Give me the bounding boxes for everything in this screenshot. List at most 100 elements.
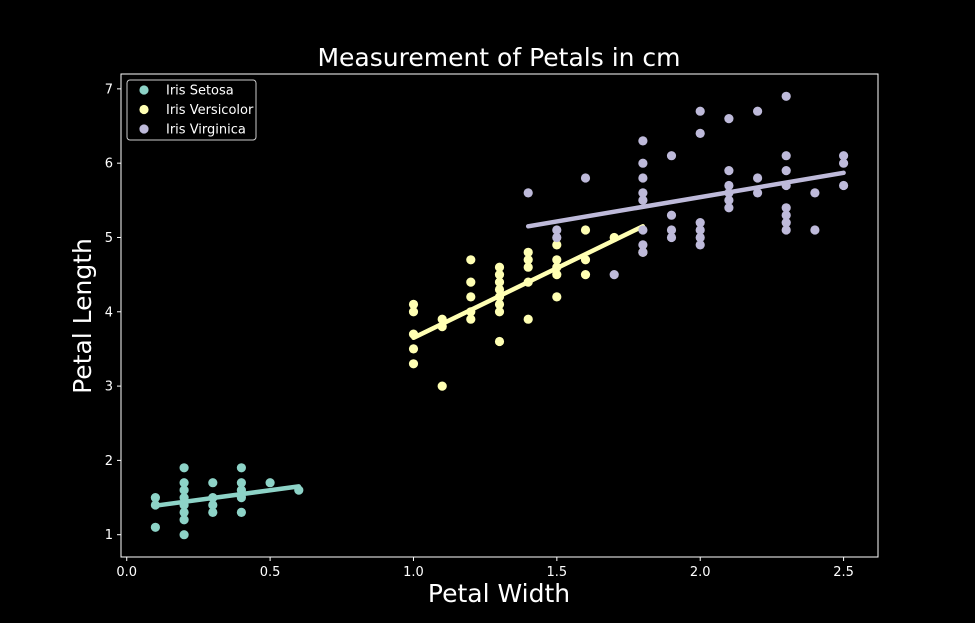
data-point <box>724 195 734 205</box>
data-point <box>580 270 591 280</box>
data-point <box>466 255 476 265</box>
data-point <box>494 307 505 317</box>
y-tick-label: 4 <box>105 305 113 320</box>
data-point <box>179 507 189 517</box>
legend-entry: Iris Setosa <box>139 84 234 99</box>
legend-box <box>126 79 257 141</box>
data-point <box>236 463 246 473</box>
data-point <box>638 240 648 250</box>
legend-label: Iris Versicolor <box>166 103 254 118</box>
data-point <box>839 158 849 168</box>
data-point <box>437 381 447 391</box>
legend-label: Iris Virginica <box>166 123 246 138</box>
data-point <box>552 255 562 265</box>
data-point <box>810 188 820 198</box>
x-tick-label: 2.0 <box>690 565 711 580</box>
data-point <box>150 522 160 532</box>
legend-label: Iris Setosa <box>166 84 234 99</box>
data-point <box>781 218 791 228</box>
data-point <box>179 485 189 495</box>
x-tick-label: 1.0 <box>403 565 424 580</box>
data-point <box>781 166 791 176</box>
data-point <box>494 277 505 287</box>
data-point <box>408 307 419 317</box>
data-point <box>552 240 562 250</box>
data-point <box>408 299 419 309</box>
series-0 <box>150 463 304 540</box>
data-point <box>609 270 619 280</box>
data-point <box>753 173 763 183</box>
data-point <box>466 292 476 302</box>
data-point <box>236 507 246 517</box>
data-point <box>208 507 218 517</box>
data-point <box>236 478 246 488</box>
data-point <box>695 240 705 250</box>
x-axis-label: Petal Width <box>428 579 570 608</box>
data-point <box>552 232 562 243</box>
data-point <box>552 225 562 235</box>
data-point <box>523 255 533 265</box>
x-tick-label: 0.0 <box>116 565 137 580</box>
data-point <box>179 478 189 488</box>
y-tick-label: 5 <box>105 231 113 246</box>
x-tick-label: 1.5 <box>547 565 568 580</box>
legend-entry: Iris Virginica <box>139 123 246 138</box>
regression-line <box>153 484 302 508</box>
data-point <box>810 225 820 235</box>
data-point <box>666 225 677 235</box>
data-point <box>695 218 705 228</box>
data-point <box>466 314 476 324</box>
y-axis-label: Petal Length <box>68 238 97 394</box>
data-point <box>666 210 677 220</box>
data-point <box>753 106 763 116</box>
plot-area-frame <box>120 73 879 558</box>
data-point <box>494 262 505 272</box>
data-point <box>265 478 275 488</box>
data-point <box>724 114 734 124</box>
data-point <box>494 299 505 309</box>
data-point <box>695 106 705 116</box>
series-2 <box>523 91 849 280</box>
data-point <box>638 225 648 235</box>
regression-line <box>525 170 846 229</box>
data-point <box>638 158 648 168</box>
data-point <box>494 284 505 295</box>
data-point <box>724 180 734 191</box>
data-point <box>638 247 648 257</box>
data-point <box>638 195 648 205</box>
legend-marker <box>139 85 149 95</box>
data-point <box>408 344 419 354</box>
data-point <box>466 277 476 287</box>
data-point <box>781 203 791 213</box>
series-1 <box>408 224 648 391</box>
data-point <box>494 270 505 280</box>
axis-ticks: 0.0 0.5 1.0 1.5 2.0 2.5 1 2 3 4 5 6 7 <box>105 82 854 580</box>
legend: Iris Setosa Iris Versicolor Iris Virginica <box>126 79 257 141</box>
data-point <box>724 203 734 213</box>
data-point <box>695 225 705 235</box>
data-point <box>724 166 734 176</box>
data-point <box>179 515 189 525</box>
x-tick-label: 0.5 <box>260 565 281 580</box>
data-point <box>523 314 533 324</box>
data-point <box>494 336 505 347</box>
data-point <box>666 232 677 243</box>
data-point <box>523 262 533 272</box>
data-point <box>552 270 562 280</box>
data-point <box>695 128 705 138</box>
regression-line <box>411 224 646 341</box>
chart-title: Measurement of Petals in cm <box>317 43 680 72</box>
data-point <box>638 188 648 198</box>
x-tick-label: 2.5 <box>833 565 854 580</box>
data-point <box>580 173 591 183</box>
data-point <box>150 493 160 503</box>
data-point <box>781 91 791 101</box>
y-tick-label: 3 <box>105 380 113 395</box>
data-point <box>208 478 218 488</box>
plot-marks <box>150 91 849 540</box>
data-point <box>781 225 791 235</box>
data-point <box>638 136 648 146</box>
data-point <box>408 359 419 369</box>
data-point <box>781 210 791 220</box>
